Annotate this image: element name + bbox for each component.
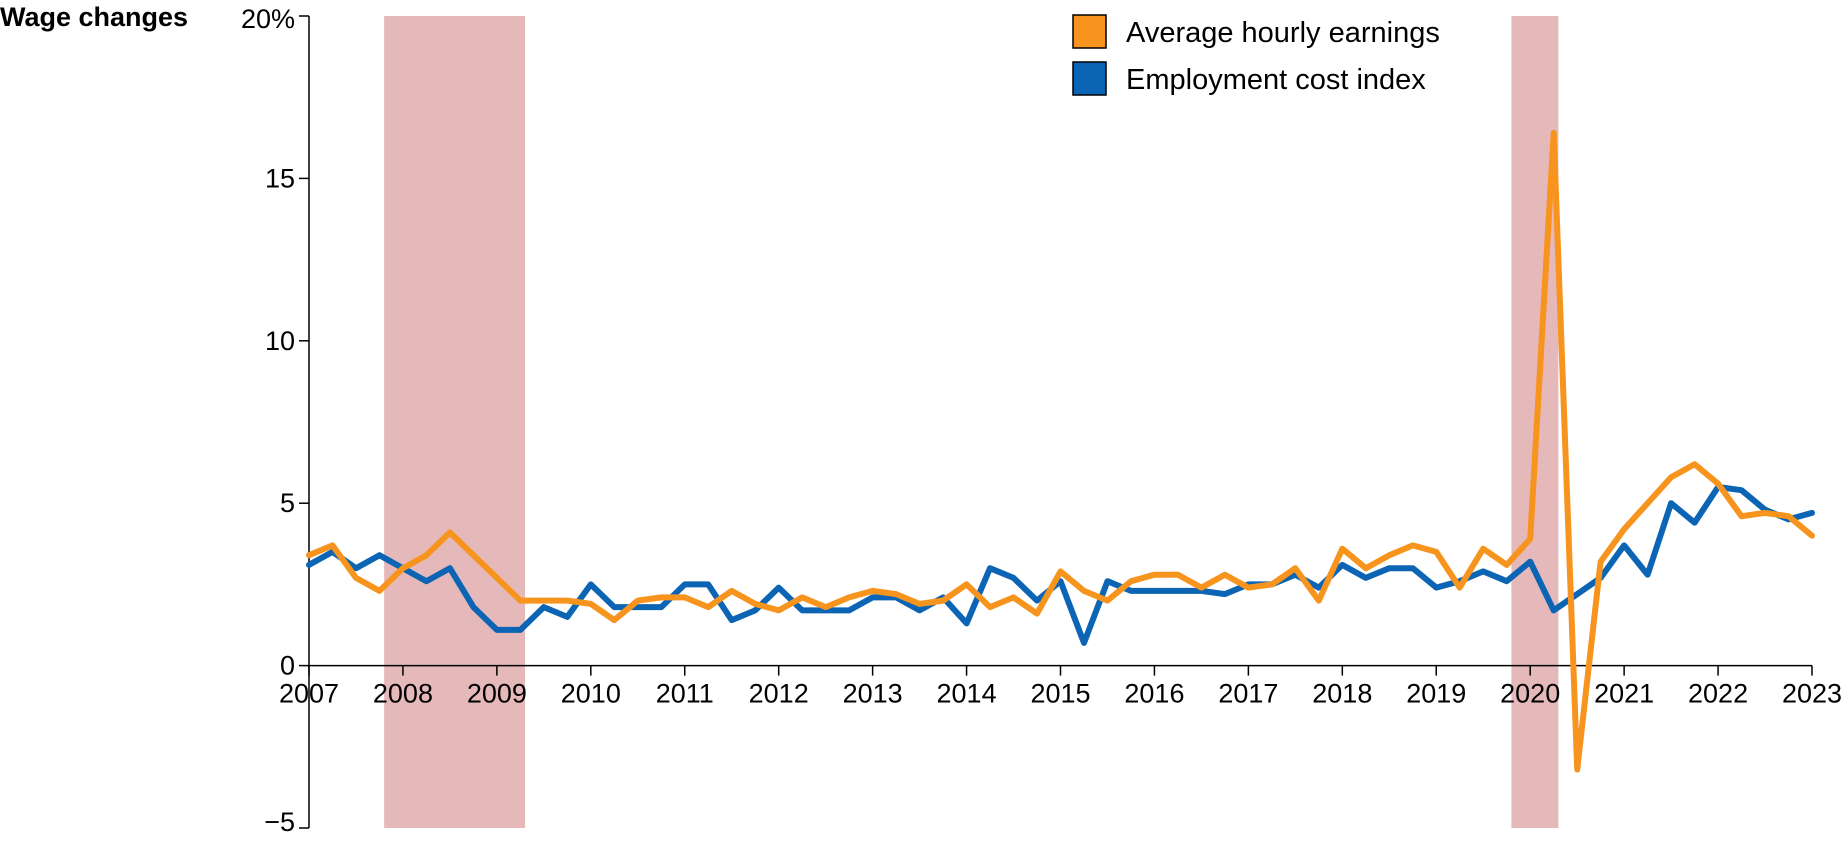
y-tick-label: 10 xyxy=(265,326,295,356)
x-tick-label: 2013 xyxy=(843,679,903,709)
x-tick-label: 2019 xyxy=(1406,679,1466,709)
y-axis-title: Wage changes xyxy=(0,2,189,32)
series-lines xyxy=(306,129,1815,773)
x-tick-label: 2023 xyxy=(1782,679,1841,709)
x-tick-label: 2014 xyxy=(937,679,997,709)
series-line-average-hourly-earnings xyxy=(306,129,1815,773)
legend-swatch xyxy=(1072,14,1107,49)
x-tick-label: 2015 xyxy=(1030,679,1090,709)
y-tick-label: 15 xyxy=(265,163,295,193)
x-tick-label: 2017 xyxy=(1218,679,1278,709)
x-tick-label: 2009 xyxy=(467,679,527,709)
x-tick-label: 2016 xyxy=(1124,679,1184,709)
legend-label: Employment cost index xyxy=(1126,64,1426,96)
series-line-employment-cost-index xyxy=(306,484,1815,646)
x-tick-label: 2011 xyxy=(656,679,714,709)
x-tick-label: 2012 xyxy=(749,679,809,709)
legend: Average hourly earnings Employment cost i… xyxy=(1072,14,1440,96)
legend-swatch xyxy=(1072,61,1107,96)
y-tick-label: −5 xyxy=(264,807,295,837)
x-tick-label: 2020 xyxy=(1500,679,1560,709)
x-tick-label: 2007 xyxy=(279,679,339,709)
x-tick-label: 2022 xyxy=(1688,679,1748,709)
y-tick-label: 20% xyxy=(241,4,295,34)
y-tick-label: 0 xyxy=(280,651,295,681)
x-tick-label: 2018 xyxy=(1312,679,1372,709)
axes: −5 0 5 10 15 20% 2007 2008 2009 2010 2011 2012 2013 2… xyxy=(241,4,1841,837)
y-tick-label: 5 xyxy=(280,488,295,518)
recession-band-1 xyxy=(384,16,526,828)
x-tick-label: 2010 xyxy=(561,679,621,709)
x-tick-label: 2008 xyxy=(373,679,433,709)
legend-label: Average hourly earnings xyxy=(1126,17,1440,49)
recession-shading-layer xyxy=(384,16,1559,828)
x-tick-label: 2021 xyxy=(1594,679,1654,709)
